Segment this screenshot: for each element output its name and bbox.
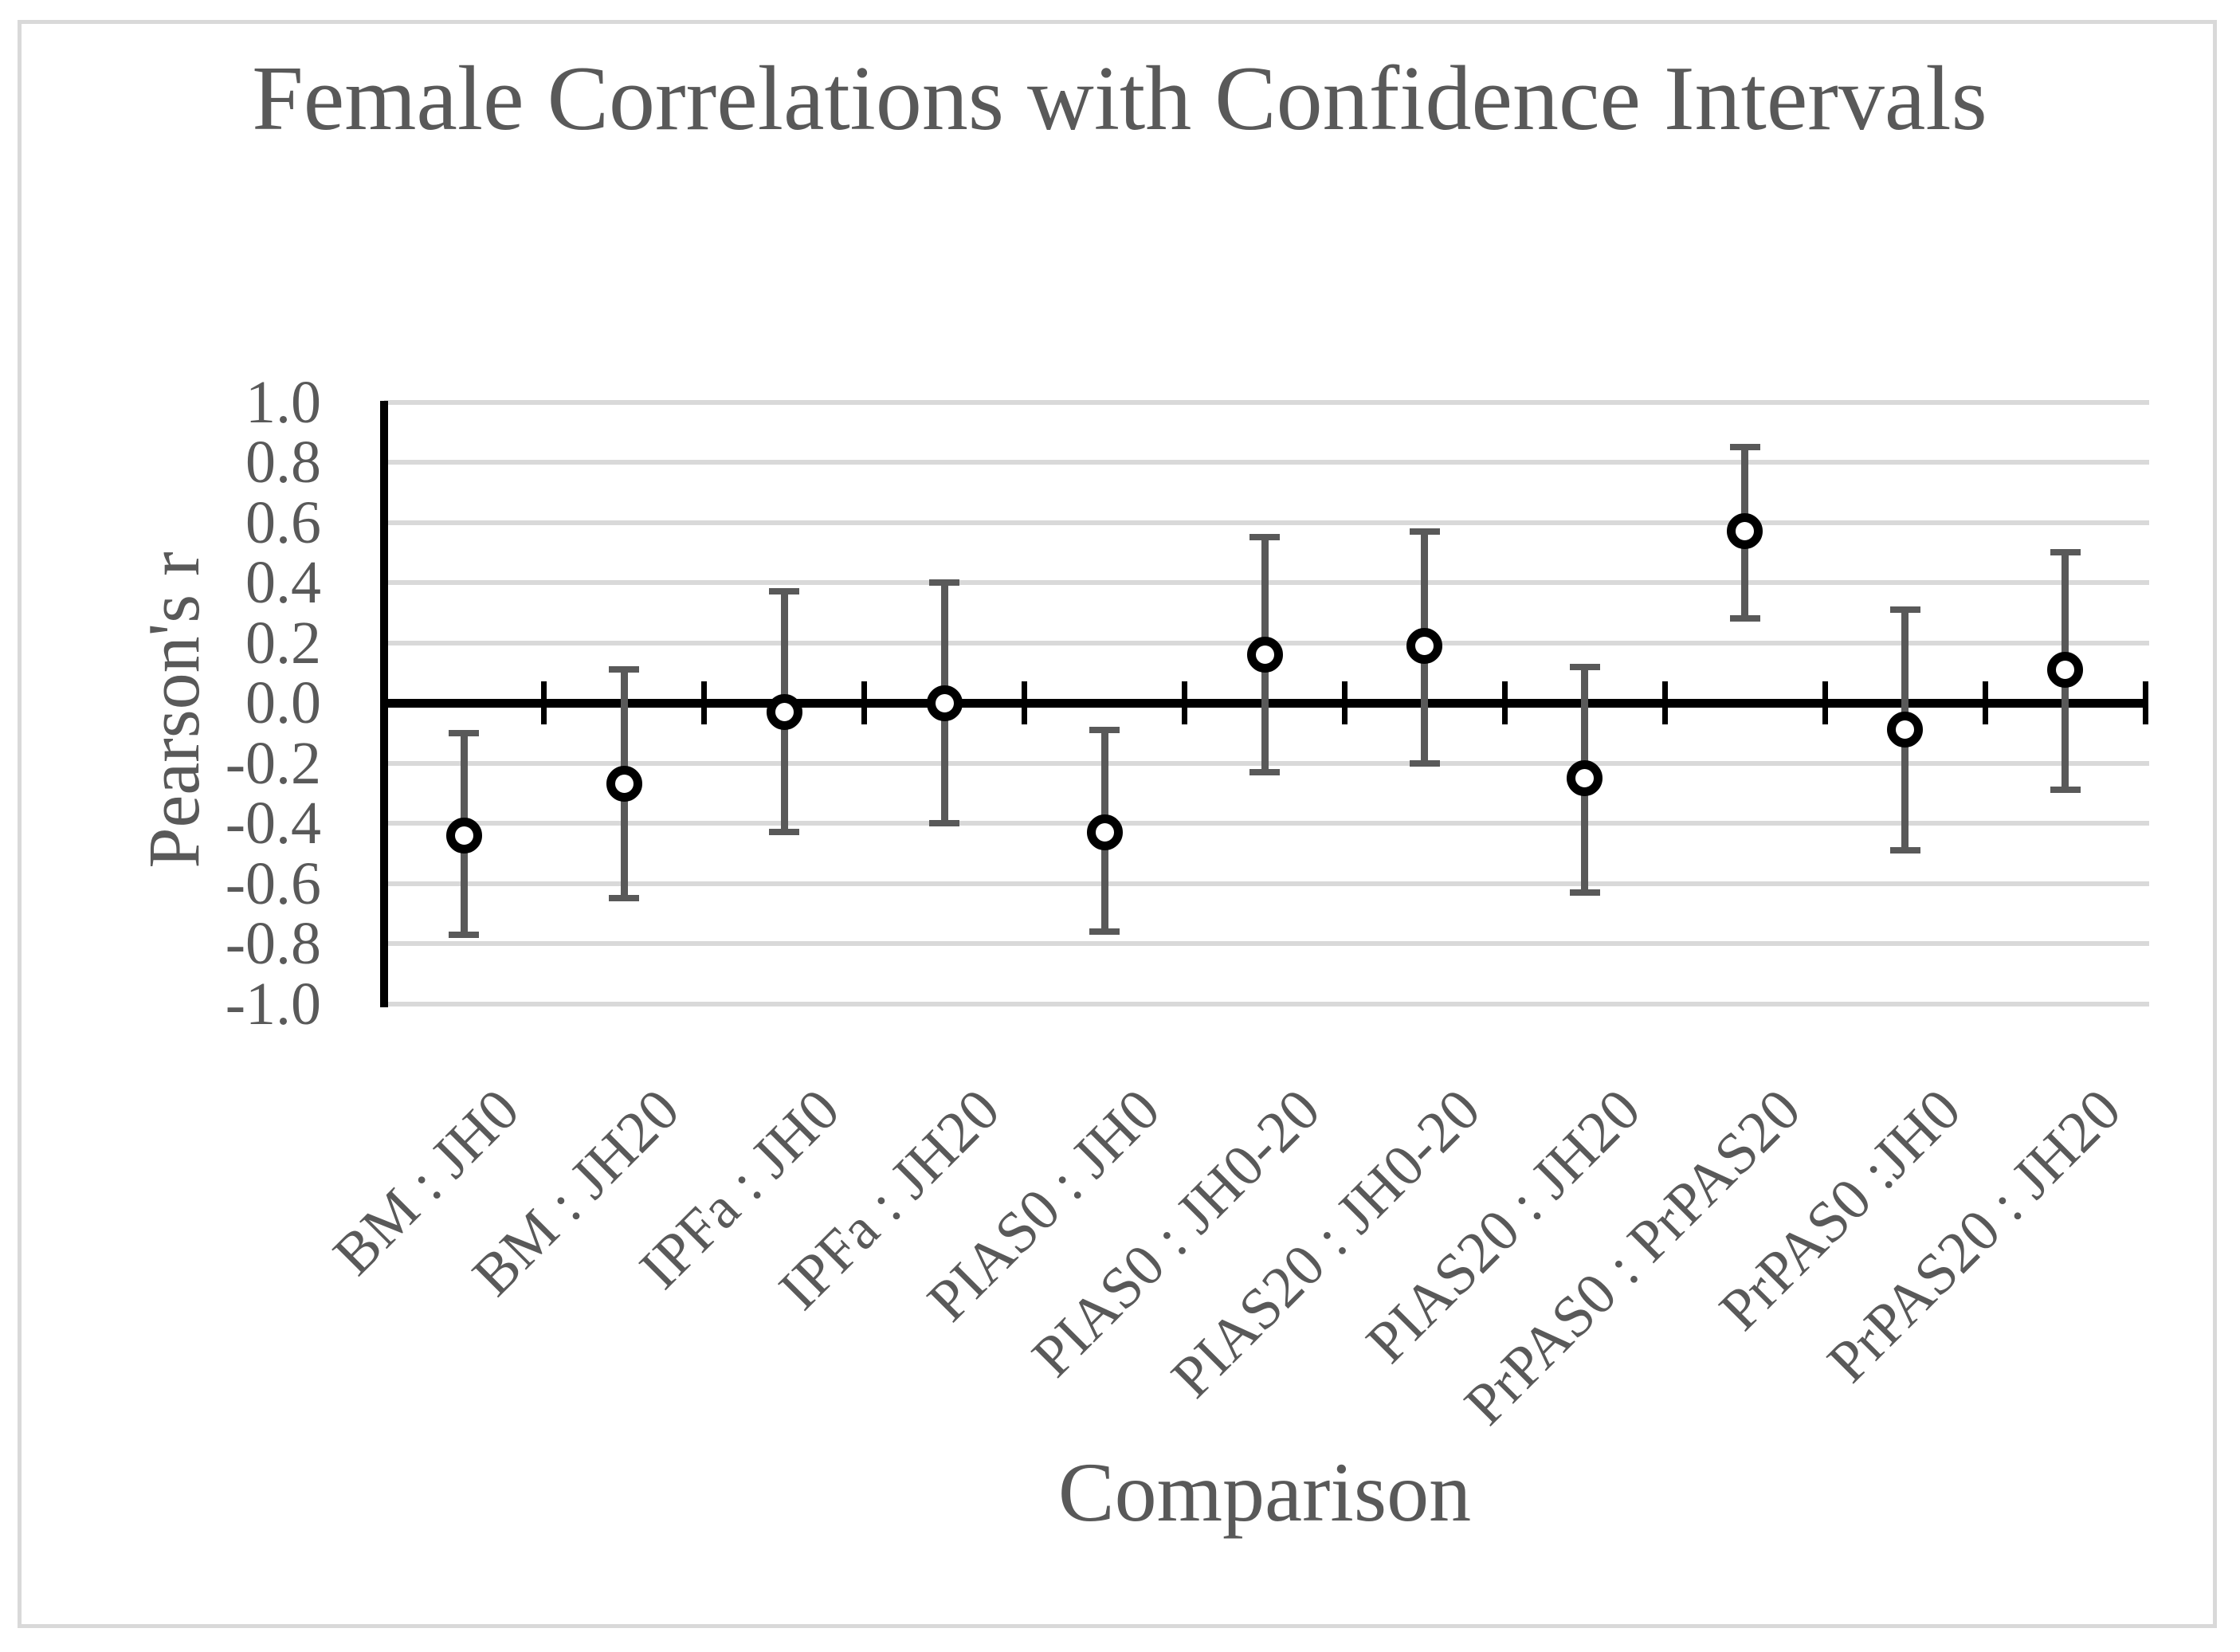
data-point-marker xyxy=(1887,712,1924,748)
x-axis-tick-mark xyxy=(1182,681,1188,724)
x-axis-tick-mark xyxy=(1341,681,1348,724)
gridline xyxy=(384,460,2149,465)
x-axis-tick-mark xyxy=(1022,681,1028,724)
x-axis-tick-mark xyxy=(2142,681,2148,724)
x-axis-tick-mark xyxy=(1822,681,1828,724)
y-tick-label: -0.2 xyxy=(225,729,321,797)
error-bar-cap-top xyxy=(449,729,480,736)
y-tick-label: 0.4 xyxy=(245,549,321,616)
chart-title: Female Correlations with Confidence Inte… xyxy=(252,48,1987,150)
error-bar-cap-top xyxy=(929,579,960,586)
y-tick-label: -0.6 xyxy=(225,850,321,917)
x-axis-tick-mark xyxy=(861,681,868,724)
error-bar-cap-bottom xyxy=(609,895,640,902)
error-bar-cap-bottom xyxy=(1089,928,1120,935)
gridline xyxy=(384,520,2149,525)
gridline xyxy=(384,399,2149,405)
error-bar-cap-bottom xyxy=(2050,787,2081,794)
x-axis-tick-mark xyxy=(1501,681,1508,724)
error-bar-cap-top xyxy=(1889,606,1920,613)
x-axis-tick-mark xyxy=(1661,681,1668,724)
error-bar-cap-bottom xyxy=(1409,759,1440,767)
data-point-marker xyxy=(1086,814,1123,850)
data-point-marker xyxy=(1727,513,1763,550)
error-bar-cap-top xyxy=(1729,444,1760,451)
data-point-marker xyxy=(926,685,963,721)
gridline xyxy=(384,1001,2149,1007)
y-tick-label: 0.2 xyxy=(245,609,321,677)
data-point-marker xyxy=(766,693,802,730)
x-axis-tick-mark xyxy=(541,681,547,724)
error-bar-cap-bottom xyxy=(1729,615,1760,622)
data-point-marker xyxy=(1567,759,1603,796)
data-point-marker xyxy=(1406,627,1443,664)
data-point-marker xyxy=(2047,651,2084,688)
y-tick-label: 0.8 xyxy=(245,429,321,496)
y-tick-label: 0.0 xyxy=(245,669,321,736)
data-point-marker xyxy=(445,817,482,853)
gridline xyxy=(384,941,2149,946)
gridline xyxy=(384,821,2149,826)
error-bar-cap-bottom xyxy=(769,829,800,836)
error-bar-cap-top xyxy=(1249,534,1280,541)
gridline xyxy=(384,881,2149,886)
y-tick-label: -0.8 xyxy=(225,910,321,977)
y-tick-label: -0.4 xyxy=(225,790,321,857)
error-bar-cap-top xyxy=(609,666,640,673)
error-bar-cap-top xyxy=(2050,549,2081,556)
x-axis-tick-mark xyxy=(1982,681,1988,724)
error-bar-cap-top xyxy=(769,588,800,595)
error-bar-cap-bottom xyxy=(1889,846,1920,853)
y-tick-label: -1.0 xyxy=(225,970,321,1038)
error-bar-cap-bottom xyxy=(1249,768,1280,775)
error-bar-cap-bottom xyxy=(929,820,960,826)
error-bar-cap-bottom xyxy=(1569,889,1600,896)
y-tick-label: 0.6 xyxy=(245,489,321,556)
y-tick-label: 1.0 xyxy=(245,368,321,436)
data-point-marker xyxy=(1246,637,1283,673)
x-axis-title: Comparison xyxy=(1057,1446,1472,1539)
error-bar-cap-top xyxy=(1409,528,1440,535)
data-point-marker xyxy=(606,766,642,802)
error-bar-cap-bottom xyxy=(449,931,480,938)
error-bar-cap-top xyxy=(1569,663,1600,670)
x-axis-tick-mark xyxy=(701,681,708,724)
error-bar-cap-top xyxy=(1089,726,1120,733)
